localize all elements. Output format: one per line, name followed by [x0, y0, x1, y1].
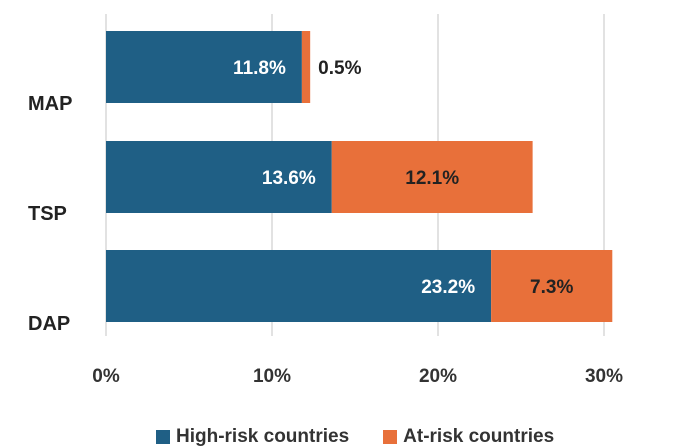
x-tick-label-1: 10%: [253, 366, 291, 387]
category-label-tsp: TSP: [28, 203, 67, 225]
value-label-dap-series-0: 23.2%: [421, 277, 475, 298]
legend-label-high-risk: High-risk countries: [176, 426, 350, 447]
value-label-tsp-series-0: 13.6%: [262, 168, 316, 189]
legend-item-high-risk: High-risk countries: [156, 426, 349, 448]
legend-swatch-at-risk: [383, 430, 398, 444]
value-label-map-series-1: 0.5%: [318, 58, 361, 79]
x-tick-label-3: 30%: [585, 366, 623, 387]
value-label-tsp-series-1: 12.1%: [405, 168, 459, 189]
x-tick-label-0: 0%: [92, 366, 120, 387]
x-tick-label-2: 20%: [419, 366, 457, 387]
bar-dap-series-0: [106, 250, 492, 322]
bar-map-series-0: [106, 31, 302, 103]
legend-swatch-high-risk: [156, 430, 170, 444]
legend-item-at-risk: At-risk countries: [383, 426, 554, 448]
legend-label-at-risk: At-risk countries: [403, 426, 555, 447]
category-label-dap: DAP: [28, 313, 70, 335]
bar-dap-series-1: [491, 250, 613, 322]
chart-legend: High-risk countries At-risk countries: [156, 426, 554, 448]
bar-tsp-series-1: [331, 141, 533, 213]
value-label-map-series-0: 11.8%: [233, 58, 286, 79]
stacked-bar-chart: 11.8% 0.5% 13.6% 12.1% 23.2% 7.3% MAP TSP DAP 0% 1…: [28, 14, 623, 387]
category-label-map: MAP: [28, 93, 72, 115]
bar-tsp-series-0: [106, 141, 332, 213]
bar-map-series-1: [301, 31, 311, 103]
value-label-dap-series-1: 7.3%: [530, 277, 573, 298]
